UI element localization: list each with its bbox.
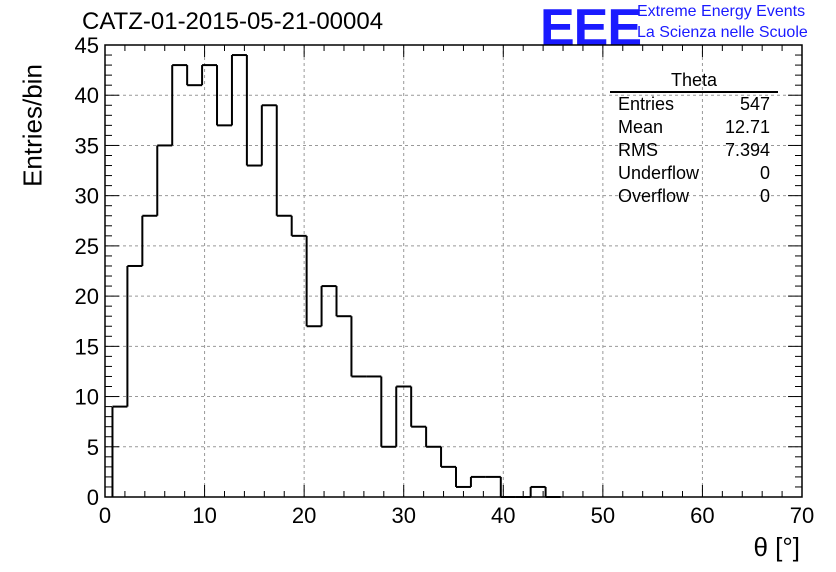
stats-row-entries: Entries 547 bbox=[610, 93, 778, 116]
logo-line-1: Extreme Energy Events bbox=[637, 3, 806, 20]
y-tick-label: 30 bbox=[75, 184, 99, 209]
stats-value: 0 bbox=[759, 186, 770, 206]
stats-label: RMS bbox=[618, 140, 658, 160]
x-tick-label: 60 bbox=[690, 503, 714, 528]
stats-value: 7.394 bbox=[724, 140, 770, 160]
logo-line-2: La Scienza nelle Scuole bbox=[637, 24, 808, 41]
stats-value: 547 bbox=[739, 94, 770, 114]
y-tick-label: 40 bbox=[75, 83, 99, 108]
stats-label: Entries bbox=[618, 94, 675, 114]
y-tick-label: 45 bbox=[75, 33, 99, 58]
y-tick-label: 35 bbox=[75, 133, 99, 158]
plot-frame bbox=[104, 44, 803, 498]
stats-row-overflow: Overflow 0 bbox=[610, 185, 778, 208]
stats-label: Underflow bbox=[618, 163, 700, 183]
y-tick-label: 10 bbox=[75, 385, 99, 410]
stats-box: Theta Entries 547 Mean 12.71 RMS 7.394 U… bbox=[610, 70, 778, 208]
x-tick-label: 70 bbox=[790, 503, 814, 528]
chart-title: CATZ-01-2015-05-21-00004 bbox=[82, 8, 384, 35]
stats-row-mean: Mean 12.71 bbox=[610, 116, 778, 139]
x-tick-label: 40 bbox=[491, 503, 515, 528]
eee-logo: EEE bbox=[540, 0, 642, 57]
x-tick-label: 10 bbox=[192, 503, 216, 528]
y-axis-label: Entries/bin bbox=[17, 64, 48, 187]
x-axis-label: θ [°] bbox=[753, 532, 800, 562]
y-tick-label: 0 bbox=[87, 485, 99, 510]
x-tick-label: 30 bbox=[391, 503, 415, 528]
stats-title: Theta bbox=[610, 70, 778, 93]
y-tick-label: 15 bbox=[75, 334, 99, 359]
stats-label: Mean bbox=[618, 117, 664, 137]
x-tick-label: 20 bbox=[292, 503, 316, 528]
stats-row-rms: RMS 7.394 bbox=[610, 139, 778, 162]
stats-label: Overflow bbox=[618, 186, 690, 206]
stats-row-underflow: Underflow 0 bbox=[610, 162, 778, 185]
stats-value: 0 bbox=[759, 163, 770, 183]
y-tick-label: 5 bbox=[87, 435, 99, 460]
y-tick-label: 25 bbox=[75, 234, 99, 259]
y-tick-label: 20 bbox=[75, 284, 99, 309]
x-tick-label: 0 bbox=[99, 503, 111, 528]
stats-value: 12.71 bbox=[724, 117, 770, 137]
x-tick-label: 50 bbox=[591, 503, 615, 528]
